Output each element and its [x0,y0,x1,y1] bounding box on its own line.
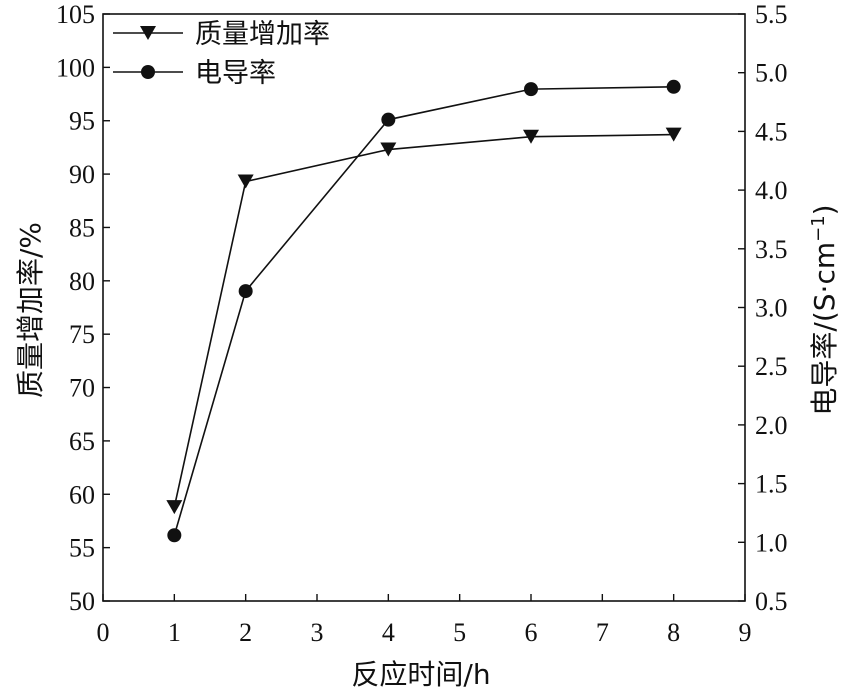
data-point-mass-increase [665,127,682,142]
right-y-tick-label: 0.5 [755,587,788,616]
x-tick-label: 5 [453,618,466,647]
data-point-conductivity [167,528,182,543]
left-y-tick-label: 90 [69,160,95,189]
x-tick-label: 2 [239,618,252,647]
data-point-mass-increase [166,500,183,515]
left-y-tick-label: 95 [69,107,95,136]
x-tick-label: 8 [667,618,680,647]
series-line-mass-increase [173,133,674,508]
left-y-axis-title: 质量增加率/% [14,222,47,398]
left-y-tick-label: 50 [69,587,95,616]
left-y-tick-label: 65 [69,427,95,456]
right-y-tick-label: 3.0 [755,294,788,323]
right-y-tick-label: 1.0 [755,528,788,557]
x-axis-ticks: 0 1 2 3 4 5 6 7 8 9 [97,594,752,647]
data-point-mass-increase [237,174,254,189]
right-y-axis-title-main: 电导率/(S·cm [808,242,841,416]
x-tick-label: 0 [97,618,110,647]
data-point-conductivity [381,112,396,127]
plot-frame [102,13,746,602]
right-y-axis-title-close: ) [808,204,841,215]
right-y-tick-label: 4.0 [755,176,788,205]
right-y-axis-ticks: 0.5 1.0 1.5 2.0 2.5 3.0 3.5 4.0 4.5 5.0 5.5 [738,0,788,616]
data-point-conductivity [524,82,538,97]
data-point-mass-increase [523,129,539,144]
right-y-tick-label: 2.0 [755,411,788,440]
legend-entry-mass-increase: 质量增加率 [113,19,330,50]
right-y-axis-title-superscript: −1 [808,215,829,242]
left-y-tick-label: 100 [56,53,95,82]
data-point-conductivity [238,284,253,299]
series-layer [166,79,682,543]
plot-border [102,13,746,602]
legend-label-mass-increase: 质量增加率 [195,19,330,50]
x-tick-label: 9 [739,618,752,647]
right-y-tick-label: 2.5 [755,352,788,381]
left-y-tick-label: 85 [69,213,95,242]
right-y-tick-label: 5.0 [755,59,788,88]
data-point-mass-increase [380,142,397,157]
left-y-axis-ticks: 50 55 60 65 70 75 80 85 90 95 100 105 [56,0,110,616]
data-point-conductivity [666,79,681,94]
legend-label-conductivity: 电导率 [195,58,276,89]
right-y-tick-label: 4.5 [755,117,788,146]
left-y-tick-label: 80 [69,267,95,296]
x-tick-label: 7 [596,618,609,647]
legend: 质量增加率 电导率 [113,19,330,89]
right-y-tick-label: 3.5 [755,235,788,264]
x-tick-label: 6 [525,618,538,647]
x-tick-label: 1 [168,618,181,647]
left-y-tick-label: 75 [69,320,95,349]
legend-entry-conductivity: 电导率 [113,58,276,89]
right-y-tick-label: 1.5 [755,470,788,499]
x-tick-label: 3 [311,618,324,647]
left-y-tick-label: 105 [56,0,95,29]
left-y-tick-label: 70 [69,374,95,403]
legend-marker-circle [141,65,155,79]
x-tick-label: 4 [382,618,395,647]
left-y-tick-label: 60 [69,480,95,509]
series-line-conductivity [173,85,674,536]
right-y-tick-label: 5.5 [755,0,788,29]
left-y-tick-label: 55 [69,534,95,563]
legend-marker-triangle-down [140,26,156,40]
x-axis-title: 反应时间/h [351,658,490,691]
right-y-axis-title: 电导率/(S·cm−1) [808,204,841,415]
